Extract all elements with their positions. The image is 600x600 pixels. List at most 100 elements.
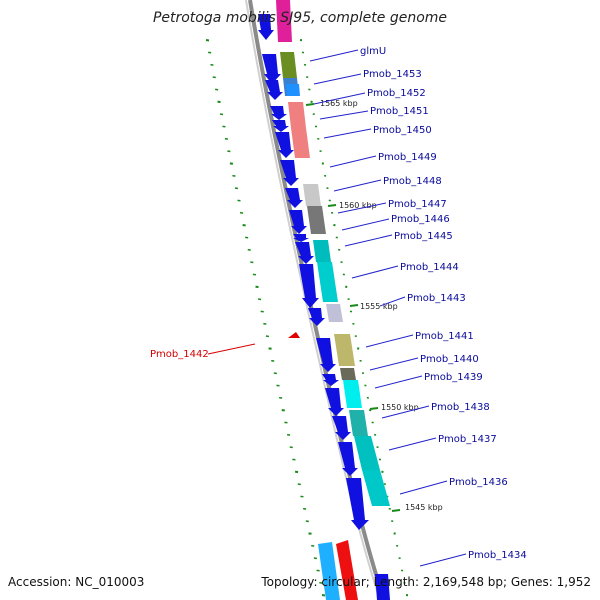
- gene-arrow[interactable]: [325, 388, 344, 416]
- label-line: [344, 234, 393, 247]
- gene-arrow[interactable]: [295, 242, 314, 264]
- gene-arrow[interactable]: [289, 210, 307, 234]
- gene-label[interactable]: Pmob_1451: [370, 106, 429, 117]
- gene-arrow[interactable]: [332, 416, 351, 440]
- page-title: Petrotoga mobilis SJ95, complete genome: [153, 10, 447, 26]
- gene-label[interactable]: Pmob_1448: [383, 176, 442, 187]
- gene-arrow[interactable]: [258, 14, 274, 40]
- gene-arrow[interactable]: [308, 308, 325, 326]
- accession-text: Accession: NC_010003: [8, 575, 144, 589]
- feature-box-aqua[interactable]: [343, 380, 362, 408]
- feature-box-lightgray[interactable]: [303, 184, 321, 206]
- gene-arrow[interactable]: [270, 106, 287, 120]
- gene-label[interactable]: Pmob_1446: [391, 214, 450, 225]
- gene-arrow[interactable]: [375, 574, 390, 600]
- ruler-labels: 1565 kbp 1560 kbp 1555 kbp 1550 kbp 1545…: [320, 99, 443, 512]
- label-line: [351, 265, 399, 279]
- gene-arrow[interactable]: [322, 374, 339, 386]
- feature-box-red[interactable]: [336, 540, 358, 600]
- gene-label-glmu[interactable]: glmU: [360, 46, 386, 57]
- feature-box-skyblue[interactable]: [318, 542, 340, 600]
- outer-tick-ring: [299, 39, 409, 597]
- gene-label[interactable]: Pmob_1445: [394, 231, 453, 242]
- label-line: [341, 218, 390, 231]
- gene-label[interactable]: Pmob_1434: [468, 550, 527, 561]
- gene-label[interactable]: Pmob_1440: [420, 354, 479, 365]
- gene-arrow[interactable]: [346, 478, 369, 530]
- inner-tick-ring: [205, 39, 326, 597]
- label-line: [374, 375, 423, 389]
- feature-box-teal[interactable]: [313, 240, 331, 262]
- label-line: [388, 437, 437, 451]
- gene-label[interactable]: Pmob_1441: [415, 331, 474, 342]
- gene-arrow[interactable]: [338, 442, 358, 476]
- feature-box-cyan3[interactable]: [362, 470, 390, 506]
- gene-label[interactable]: Pmob_1449: [378, 152, 437, 163]
- gene-label[interactable]: Pmob_1452: [367, 88, 426, 99]
- gene-arrow[interactable]: [262, 54, 281, 84]
- label-line: [365, 334, 414, 348]
- label-line: [381, 405, 430, 419]
- topology-text: Topology: circular; Length: 2,169,548 bp…: [260, 575, 591, 589]
- ruler-tick: [327, 204, 337, 207]
- gene-label[interactable]: Pmob_1437: [438, 434, 497, 445]
- feature-box-seagreen[interactable]: [349, 410, 368, 436]
- feature-box-pink[interactable]: [288, 102, 306, 128]
- feature-boxes: [276, 0, 390, 600]
- gene-label[interactable]: Pmob_1439: [424, 372, 483, 383]
- feature-box-magenta[interactable]: [276, 0, 292, 42]
- ruler-tick: [305, 103, 315, 106]
- gene-label[interactable]: Pmob_1450: [373, 125, 432, 136]
- label-line: [313, 92, 366, 105]
- label-line: [337, 202, 387, 214]
- highlight-gene-label[interactable]: Pmob_1442: [150, 349, 209, 360]
- label-line: [323, 128, 372, 139]
- ruler-ticks: [305, 103, 401, 512]
- ruler-tick: [349, 304, 359, 307]
- gene-arrow[interactable]: [272, 120, 289, 132]
- gene-label[interactable]: Pmob_1438: [431, 402, 490, 413]
- feature-box-lightblue[interactable]: [286, 84, 300, 96]
- gene-arrow[interactable]: [316, 338, 336, 372]
- label-line: [313, 73, 362, 85]
- gene-label[interactable]: Pmob_1444: [400, 262, 459, 273]
- label-line: [319, 110, 369, 120]
- ruler-label: 1555 kbp: [360, 302, 398, 311]
- gene-label[interactable]: Pmob_1436: [449, 477, 508, 488]
- label-line: [329, 155, 377, 168]
- ruler-label: 1545 kbp: [405, 503, 443, 512]
- ruler-label: 1565 kbp: [320, 99, 358, 108]
- gene-labels: glmU Pmob_1453 Pmob_1452 Pmob_1451 Pmob_…: [150, 46, 527, 561]
- label-line: [333, 179, 382, 192]
- gene-arrow[interactable]: [285, 188, 303, 208]
- gene-label[interactable]: Pmob_1443: [407, 293, 466, 304]
- label-line: [309, 49, 359, 62]
- label-line: [399, 480, 448, 495]
- label-line: [379, 296, 406, 307]
- forward-strand-genes: [258, 14, 390, 600]
- feature-box-darkgray[interactable]: [340, 368, 356, 380]
- gene-arrow[interactable]: [275, 132, 294, 158]
- feature-box-silver[interactable]: [326, 304, 343, 322]
- gene-label[interactable]: Pmob_1447: [388, 199, 447, 210]
- gene-label[interactable]: Pmob_1453: [363, 69, 422, 80]
- label-line: [419, 553, 467, 567]
- ruler-tick: [369, 407, 379, 410]
- genome-backbone-shadow: [245, 0, 381, 600]
- ruler-label: 1550 kbp: [381, 403, 419, 412]
- gene-arrow[interactable]: [293, 234, 309, 242]
- highlight-gene-arrow[interactable]: [288, 332, 300, 338]
- feature-box-cyan2[interactable]: [354, 436, 380, 470]
- feature-box-khaki[interactable]: [334, 334, 355, 366]
- gene-arrow[interactable]: [280, 160, 299, 186]
- feature-box-olive[interactable]: [280, 52, 297, 78]
- ruler-label: 1560 kbp: [339, 201, 377, 210]
- label-line: [369, 357, 419, 371]
- gene-arrow[interactable]: [265, 80, 283, 100]
- gene-arrow[interactable]: [299, 264, 319, 308]
- feature-box-pink2[interactable]: [291, 128, 310, 158]
- feature-box-cyan[interactable]: [317, 262, 338, 302]
- ruler-tick: [391, 509, 401, 512]
- feature-box-gray[interactable]: [307, 206, 326, 234]
